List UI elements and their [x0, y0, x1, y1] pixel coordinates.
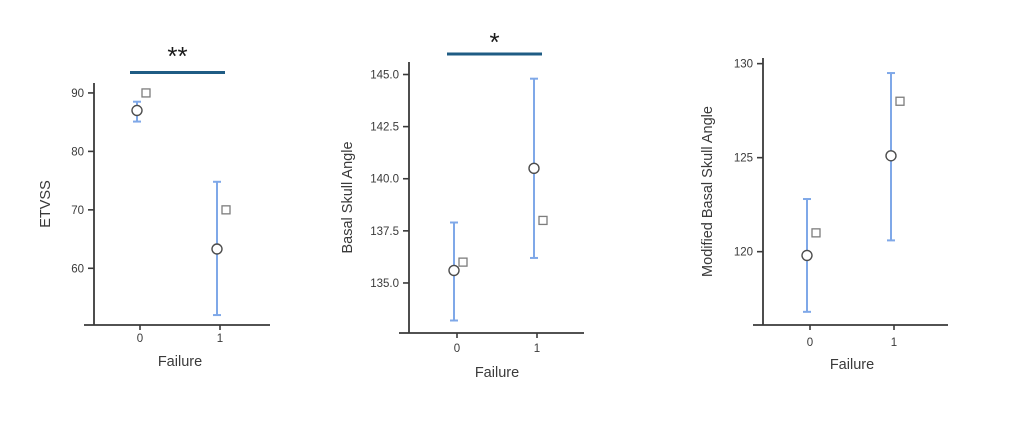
secondary-square-marker: [221, 205, 231, 215]
mean-circle-marker: [885, 150, 897, 162]
secondary-square-marker: [811, 228, 821, 238]
secondary-square-marker: [538, 215, 548, 226]
mean-circle-marker: [131, 104, 143, 117]
y-tick-label: 145.0: [370, 70, 399, 82]
y-tick-label: 125: [734, 153, 753, 165]
significance-stars: *: [489, 27, 499, 57]
y-axis-title: Basal Skull Angle: [340, 141, 356, 253]
y-tick-label: 80: [71, 146, 84, 158]
x-tick-label: 1: [534, 343, 540, 355]
secondary-square-marker: [895, 96, 905, 106]
x-tick-label: 1: [891, 337, 897, 349]
y-tick-label: 90: [71, 88, 84, 100]
x-axis-title: Failure: [830, 357, 874, 373]
x-tick-label: 1: [217, 333, 223, 345]
y-tick-label: 142.5: [370, 122, 399, 134]
mean-circle-marker: [211, 243, 223, 255]
y-axis-title: Modified Basal Skull Angle: [700, 106, 716, 277]
mean-circle-marker: [528, 162, 540, 175]
secondary-square-marker: [458, 257, 468, 267]
y-axis-title: ETVSS: [38, 180, 54, 228]
y-tick-label: 135.0: [370, 278, 399, 290]
panel-modified-basal-skull-angle: 120 125 130 0 1 Failure Modified Basal Skull A…: [700, 58, 948, 373]
mean-circle-marker: [448, 264, 460, 277]
y-tick-label: 120: [734, 247, 753, 259]
mean-circle-marker: [801, 249, 813, 262]
x-tick-label: 0: [137, 333, 143, 345]
panel-basal-skull-angle: 135.0 137.5 140.0 142.5 145.0 0 1 Failure Basal …: [340, 27, 584, 381]
y-tick-label: 60: [71, 263, 84, 275]
x-tick-label: 0: [807, 337, 813, 349]
secondary-square-marker: [141, 88, 151, 98]
panel-etvss: 60 70 80 90 0 1 Failure ETVSS **: [38, 41, 270, 370]
x-axis-title: Failure: [475, 365, 519, 381]
y-tick-label: 70: [71, 205, 84, 217]
x-axis-title: Failure: [158, 354, 202, 370]
y-tick-label: 130: [734, 59, 753, 71]
y-tick-label: 137.5: [370, 226, 399, 238]
x-tick-label: 0: [454, 343, 460, 355]
y-tick-label: 140.0: [370, 174, 399, 186]
significance-stars: **: [167, 41, 187, 71]
